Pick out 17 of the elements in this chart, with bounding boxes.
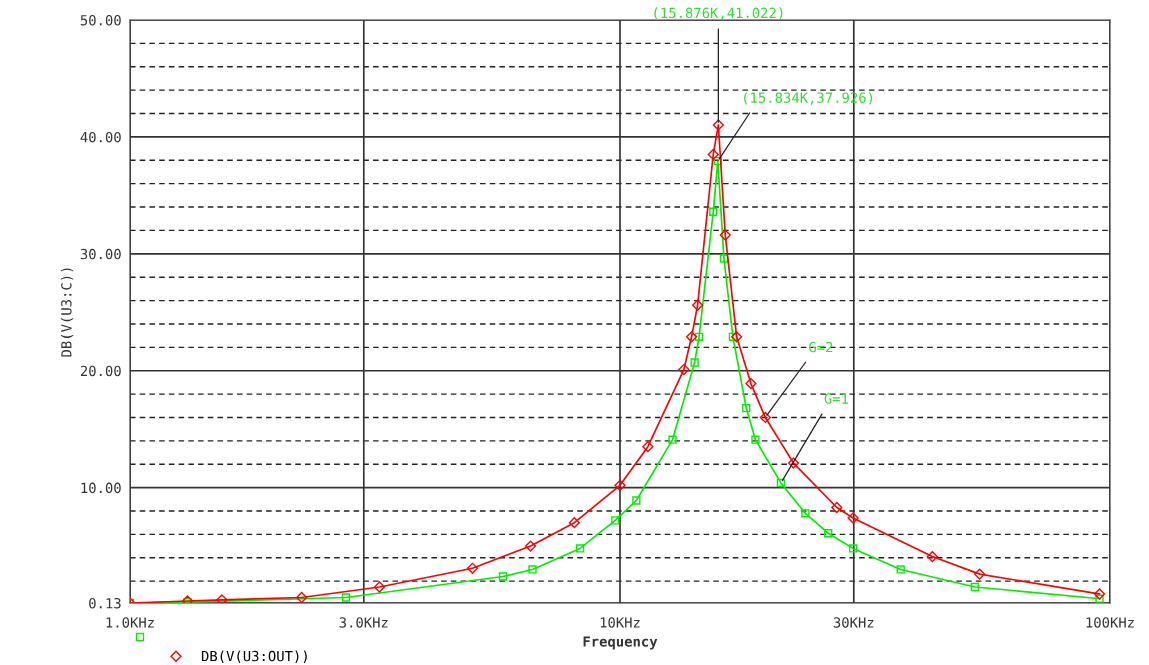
x-tick-label: 30KHz (833, 617, 874, 628)
x-tick-label: 100KHz (1086, 617, 1134, 628)
x-tick-label: 10KHz (600, 617, 640, 628)
y-tick-label: 30.00 (80, 248, 121, 260)
x-axis-title: Frequency (583, 636, 658, 650)
x-tick-label: 1.0KHz (106, 617, 154, 628)
y-tick-label: 50.00 (80, 15, 121, 26)
x-tick-label: 3.0KHz (339, 617, 388, 628)
y-axis-title: DB(V(U3:C)) (60, 268, 74, 357)
annotation: G=2 (809, 341, 833, 353)
legend-label: DB(V(U3:OUT)) (201, 650, 307, 663)
y-tick-label: 20.00 (80, 365, 121, 377)
annotation: G=1 (824, 393, 849, 404)
y-tick-label: 10.00 (81, 482, 121, 494)
y-tick-label: 0.13 (89, 598, 121, 609)
y-tick-label: 40.00 (80, 131, 121, 143)
annotation: (15.876K,41.022) (654, 7, 783, 20)
